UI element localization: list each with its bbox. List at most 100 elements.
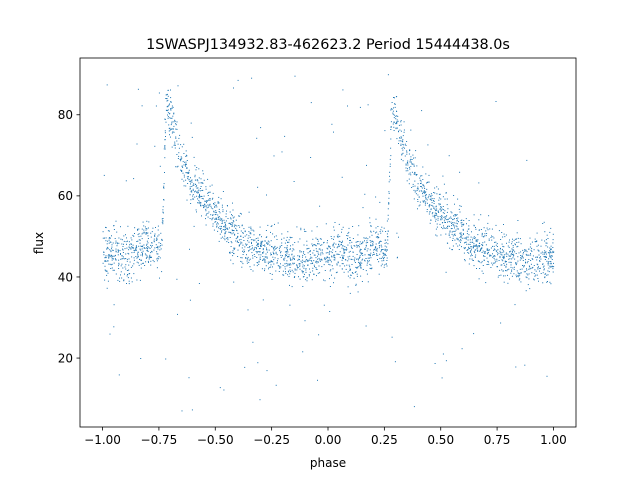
data-point [437,211,439,213]
data-point [300,260,302,262]
data-point [333,254,335,256]
data-point [183,180,185,182]
data-point [390,138,392,140]
data-point [303,260,305,262]
data-point [513,249,515,251]
data-point [433,203,435,204]
data-point [177,313,178,315]
data-point [376,231,378,233]
data-point [176,154,178,155]
data-point [528,259,530,260]
data-point [173,113,175,115]
data-point [512,267,514,269]
data-point [430,209,432,211]
data-point [395,127,397,129]
data-point [402,135,404,137]
data-point [242,232,244,234]
data-point [305,259,307,260]
data-point [462,229,464,231]
data-point [192,190,194,191]
data-point [532,255,534,257]
data-point [126,237,127,239]
data-point [428,174,430,176]
data-point [499,250,501,252]
data-point [411,171,413,173]
data-point [471,231,472,233]
data-point [437,188,439,190]
data-point [330,261,332,263]
data-point [145,228,147,229]
data-point [257,239,259,241]
data-point [392,112,394,114]
data-point [368,257,370,259]
data-point [544,277,546,279]
data-point [549,250,550,252]
data-point [425,191,427,193]
data-point [510,266,512,268]
data-point [517,260,519,262]
data-point [549,231,551,233]
data-point [207,212,209,214]
data-point [320,252,322,254]
data-point [446,198,448,200]
data-point [324,280,326,282]
data-point [355,271,357,273]
data-point [378,247,380,249]
data-point [286,249,288,250]
data-point [297,259,299,261]
data-point [120,274,121,276]
data-point [332,243,334,245]
data-point [115,259,117,261]
data-point [274,236,275,238]
x-tick-label: 0.25 [371,433,398,447]
data-point [259,258,261,260]
data-point [383,256,385,258]
data-point [502,236,504,238]
data-point [175,137,177,139]
data-point [373,253,375,255]
data-point [347,232,349,234]
data-point [107,260,109,262]
data-point [378,245,380,247]
data-point [299,256,301,258]
data-point [157,257,159,259]
data-point [219,219,221,221]
data-point [130,277,132,279]
data-point [476,245,478,247]
data-point [171,117,173,119]
data-point [172,115,174,117]
data-point [351,272,353,273]
data-point [285,251,287,253]
data-point [266,249,268,251]
data-point [483,259,485,261]
data-point [548,271,550,273]
data-point [549,263,551,265]
data-point [105,237,107,239]
data-point [181,410,183,412]
data-point [294,268,296,270]
data-point [450,211,452,213]
data-point [253,264,255,266]
data-point [322,253,324,255]
data-point [233,253,235,255]
data-point [262,240,264,242]
data-point [239,215,241,217]
data-point [518,279,520,281]
data-point [475,227,476,228]
data-point [380,251,382,253]
data-point [198,177,200,179]
data-point [174,143,176,145]
data-point [193,183,195,185]
data-point [445,219,447,221]
data-point [404,143,406,145]
data-point [262,299,264,301]
data-point [550,248,551,250]
data-point [267,244,269,245]
data-point [356,258,357,260]
data-point [146,233,148,234]
data-point [512,245,514,246]
data-point [503,233,505,235]
data-point [299,263,301,264]
data-point [505,252,507,254]
data-point [456,219,458,221]
